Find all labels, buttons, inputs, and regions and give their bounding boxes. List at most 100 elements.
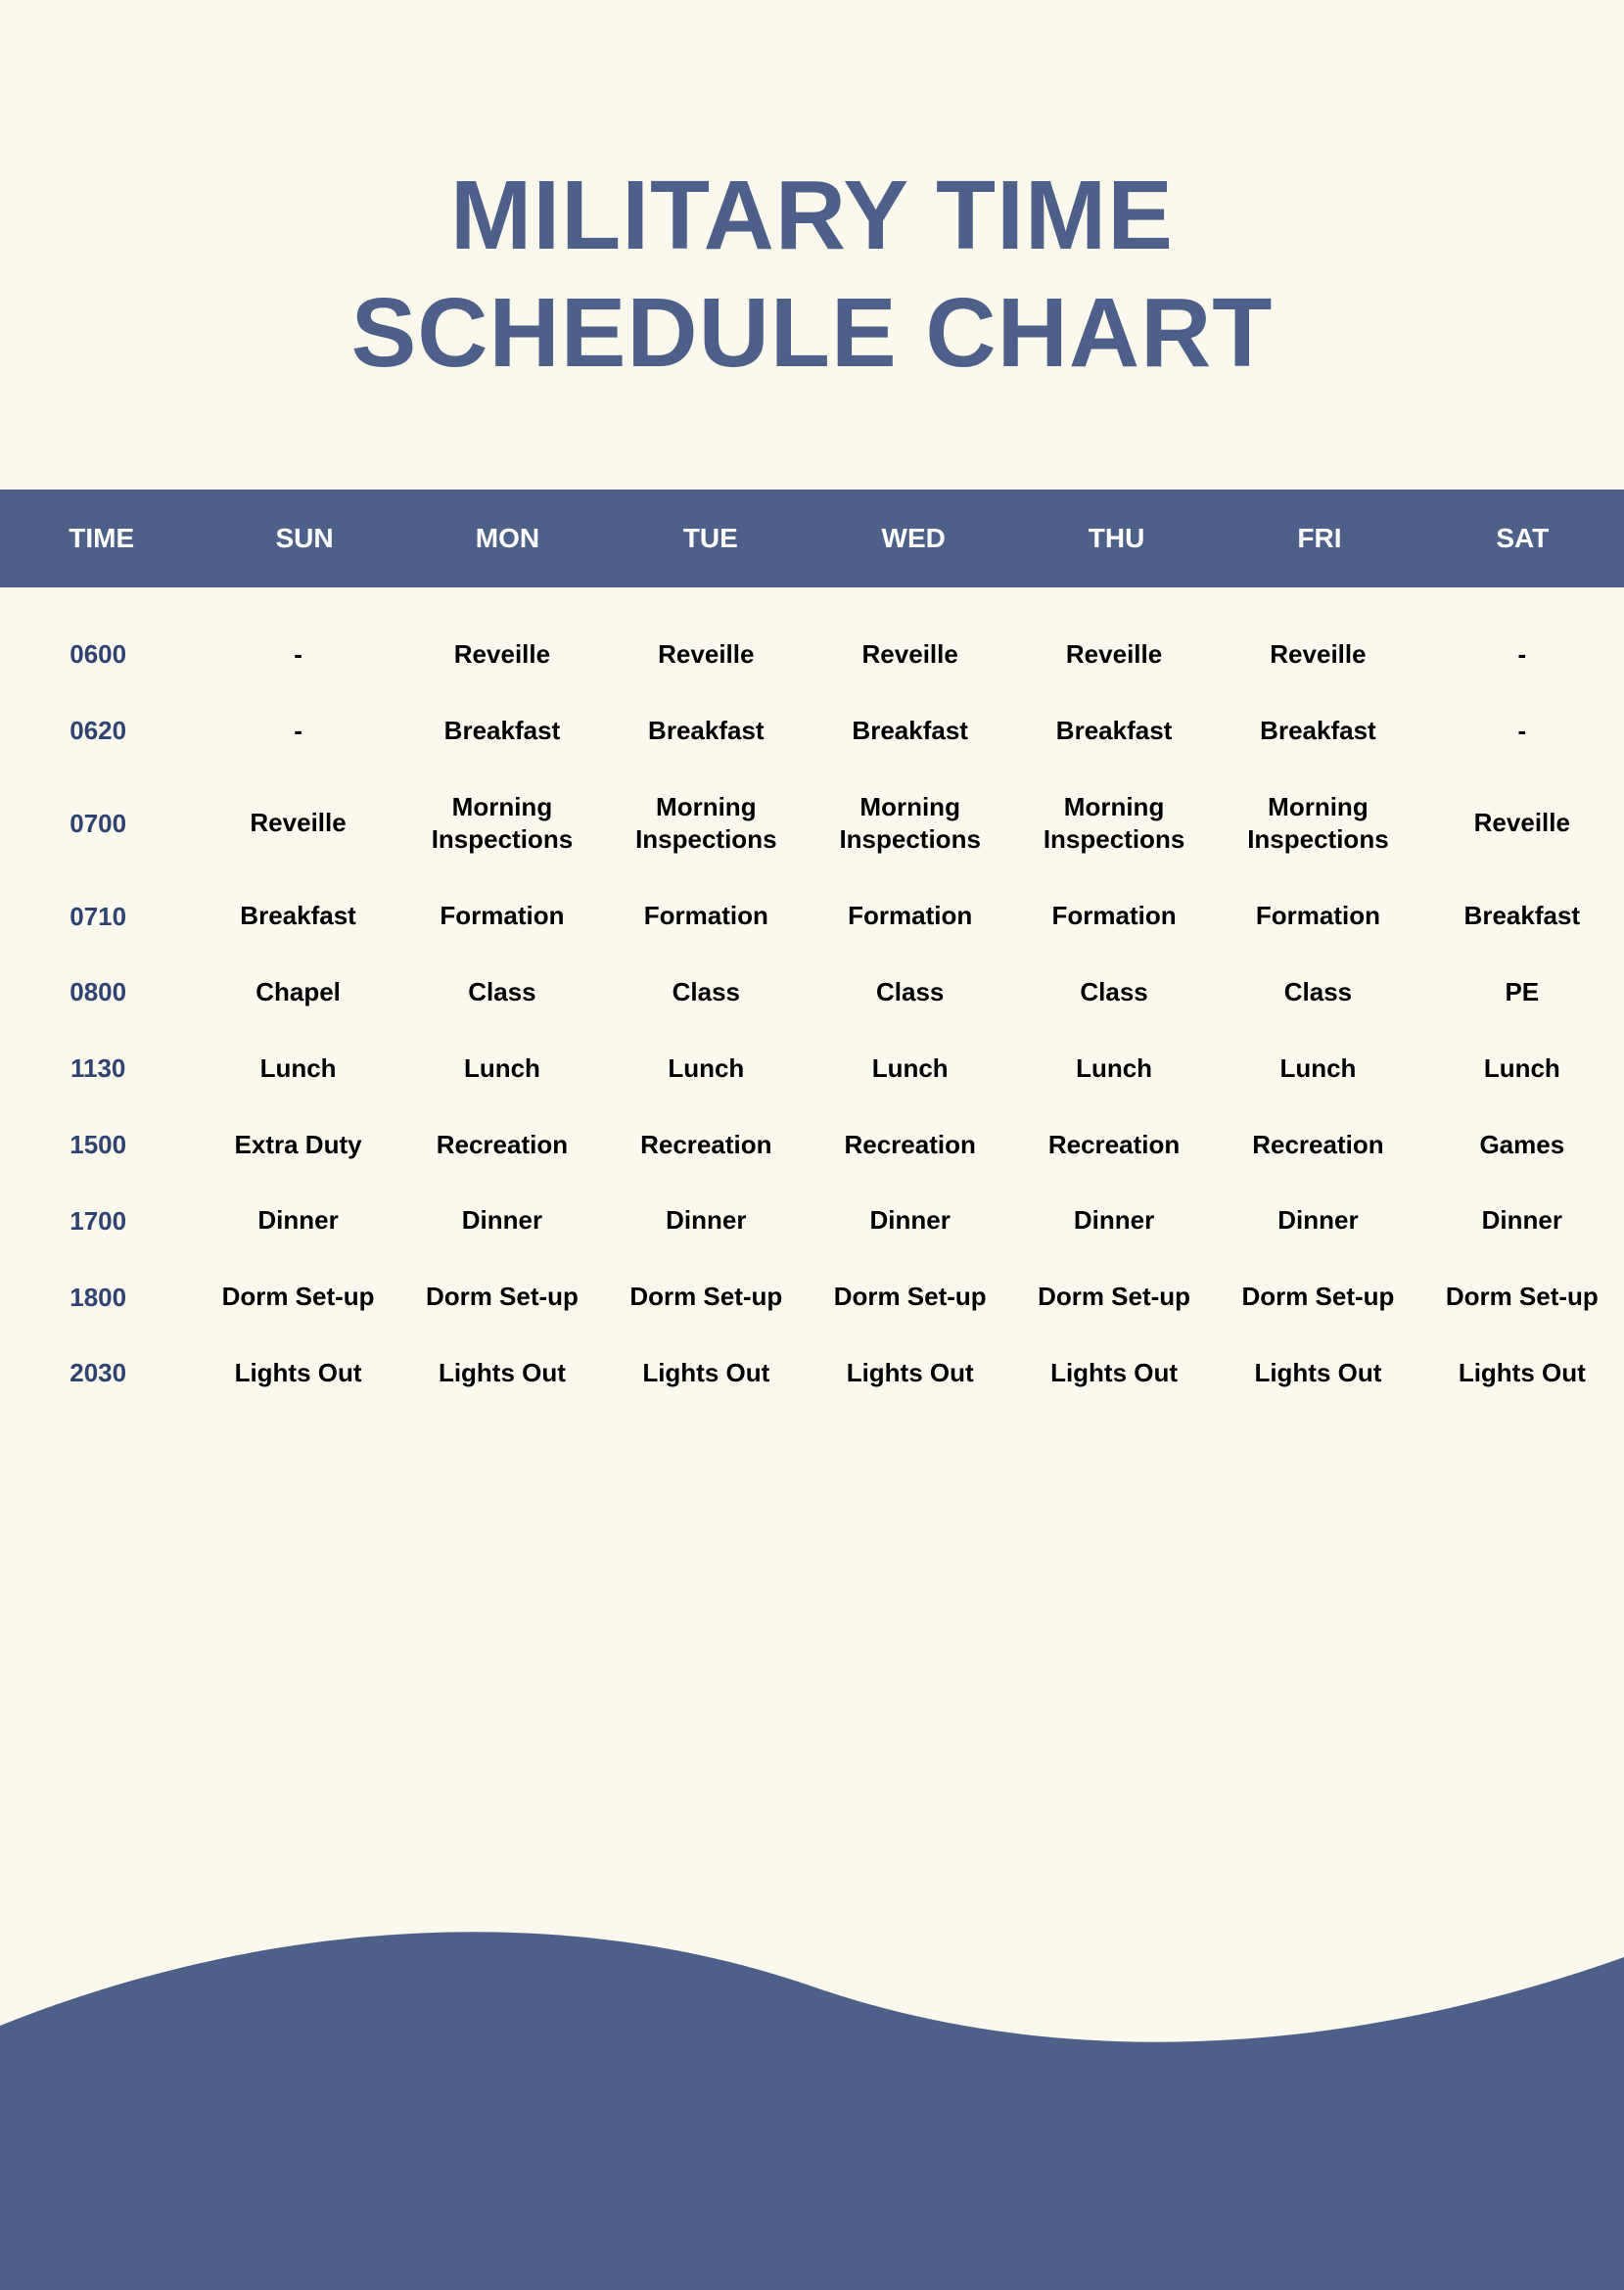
schedule-cell: Dorm Set-up — [809, 1281, 1012, 1314]
column-header-fri: FRI — [1218, 523, 1420, 554]
schedule-cell: Lights Out — [400, 1357, 604, 1390]
schedule-cell: Recreation — [1216, 1129, 1419, 1162]
schedule-cell: Lunch — [196, 1052, 399, 1086]
schedule-cell: Lunch — [604, 1052, 808, 1086]
table-header-row: TIMESUNMONTUEWEDTHUFRISAT — [0, 490, 1624, 587]
schedule-cell: Dorm Set-up — [1420, 1281, 1624, 1314]
schedule-cell: Morning Inspections — [604, 791, 808, 858]
table-row: 0700ReveilleMorning InspectionsMorning I… — [0, 770, 1624, 879]
table-row: 0600-ReveilleReveilleReveilleReveilleRev… — [0, 617, 1624, 693]
time-cell: 0620 — [0, 716, 196, 746]
schedule-cell: Lunch — [400, 1052, 604, 1086]
schedule-cell: Breakfast — [1012, 715, 1216, 748]
schedule-cell: - — [1420, 715, 1624, 748]
schedule-cell: Dorm Set-up — [196, 1281, 399, 1314]
schedule-cell: Class — [400, 976, 604, 1009]
schedule-cell: Morning Inspections — [809, 791, 1012, 858]
page-title: MILITARY TIME SCHEDULE CHART — [0, 0, 1624, 490]
time-cell: 1130 — [0, 1053, 196, 1084]
schedule-cell: Lights Out — [1420, 1357, 1624, 1390]
schedule-cell: Reveille — [604, 638, 808, 672]
schedule-cell: Dorm Set-up — [1216, 1281, 1419, 1314]
schedule-cell: Lunch — [1216, 1052, 1419, 1086]
schedule-cell: Formation — [400, 900, 604, 933]
column-header-sun: SUN — [203, 523, 405, 554]
table-row: 1800Dorm Set-upDorm Set-upDorm Set-upDor… — [0, 1259, 1624, 1335]
schedule-cell: Formation — [604, 900, 808, 933]
schedule-cell: Dinner — [809, 1204, 1012, 1238]
schedule-cell: Dorm Set-up — [604, 1281, 808, 1314]
table-row: 2030Lights OutLights OutLights OutLights… — [0, 1335, 1624, 1412]
schedule-cell: Class — [1012, 976, 1216, 1009]
schedule-cell: Reveille — [1012, 638, 1216, 672]
time-cell: 0800 — [0, 977, 196, 1007]
table-body: 0600-ReveilleReveilleReveilleReveilleRev… — [0, 587, 1624, 1412]
table-row: 1130LunchLunchLunchLunchLunchLunchLunch — [0, 1031, 1624, 1107]
schedule-cell: Morning Inspections — [400, 791, 604, 858]
schedule-cell: Dinner — [196, 1204, 399, 1238]
schedule-cell: Lights Out — [604, 1357, 808, 1390]
schedule-cell: Reveille — [1420, 807, 1624, 840]
time-cell: 0700 — [0, 809, 196, 839]
footer-wave — [0, 1879, 1624, 2290]
time-cell: 1800 — [0, 1283, 196, 1313]
schedule-cell: Lights Out — [196, 1357, 399, 1390]
schedule-cell: Lunch — [809, 1052, 1012, 1086]
schedule-cell: Recreation — [1012, 1129, 1216, 1162]
table-row: 1500Extra DutyRecreationRecreationRecrea… — [0, 1107, 1624, 1184]
schedule-cell: Morning Inspections — [1012, 791, 1216, 858]
schedule-cell: Dinner — [604, 1204, 808, 1238]
schedule-cell: Dorm Set-up — [400, 1281, 604, 1314]
schedule-cell: Morning Inspections — [1216, 791, 1419, 858]
schedule-cell: Breakfast — [809, 715, 1012, 748]
schedule-cell: Dinner — [1216, 1204, 1419, 1238]
table-row: 0710BreakfastFormationFormationFormation… — [0, 878, 1624, 955]
column-header-time: TIME — [0, 523, 203, 554]
schedule-cell: Dorm Set-up — [1012, 1281, 1216, 1314]
table-row: 0620-BreakfastBreakfastBreakfastBreakfas… — [0, 693, 1624, 770]
schedule-cell: Lights Out — [1012, 1357, 1216, 1390]
schedule-cell: - — [196, 638, 399, 672]
schedule-cell: Reveille — [809, 638, 1012, 672]
table-row: 0800ChapelClassClassClassClassClassPE — [0, 955, 1624, 1031]
schedule-cell: Formation — [1012, 900, 1216, 933]
schedule-cell: Reveille — [400, 638, 604, 672]
time-cell: 2030 — [0, 1358, 196, 1388]
schedule-cell: Lunch — [1420, 1052, 1624, 1086]
schedule-cell: Formation — [809, 900, 1012, 933]
schedule-cell: Reveille — [1216, 638, 1419, 672]
schedule-cell: Class — [604, 976, 808, 1009]
table-row: 1700DinnerDinnerDinnerDinnerDinnerDinner… — [0, 1183, 1624, 1259]
time-cell: 1700 — [0, 1206, 196, 1237]
schedule-cell: Breakfast — [1420, 900, 1624, 933]
schedule-cell: Games — [1420, 1129, 1624, 1162]
schedule-cell: Lights Out — [1216, 1357, 1419, 1390]
column-header-thu: THU — [1015, 523, 1218, 554]
schedule-cell: Formation — [1216, 900, 1419, 933]
schedule-cell: Lunch — [1012, 1052, 1216, 1086]
schedule-cell: Dinner — [400, 1204, 604, 1238]
schedule-cell: - — [1420, 638, 1624, 672]
schedule-cell: Lights Out — [809, 1357, 1012, 1390]
schedule-cell: Dinner — [1420, 1204, 1624, 1238]
time-cell: 0600 — [0, 639, 196, 670]
schedule-cell: Breakfast — [604, 715, 808, 748]
schedule-cell: Breakfast — [1216, 715, 1419, 748]
schedule-cell: Recreation — [604, 1129, 808, 1162]
schedule-cell: Chapel — [196, 976, 399, 1009]
title-line-2: SCHEDULE CHART — [351, 278, 1274, 388]
column-header-wed: WED — [812, 523, 1015, 554]
title-line-1: MILITARY TIME — [450, 161, 1174, 270]
schedule-cell: Class — [809, 976, 1012, 1009]
column-header-mon: MON — [406, 523, 609, 554]
schedule-cell: Dinner — [1012, 1204, 1216, 1238]
column-header-tue: TUE — [609, 523, 812, 554]
schedule-cell: Class — [1216, 976, 1419, 1009]
time-cell: 0710 — [0, 902, 196, 932]
schedule-cell: Breakfast — [196, 900, 399, 933]
column-header-sat: SAT — [1421, 523, 1624, 554]
schedule-cell: Recreation — [400, 1129, 604, 1162]
schedule-cell: PE — [1420, 976, 1624, 1009]
schedule-cell: Reveille — [196, 807, 399, 840]
time-cell: 1500 — [0, 1130, 196, 1160]
